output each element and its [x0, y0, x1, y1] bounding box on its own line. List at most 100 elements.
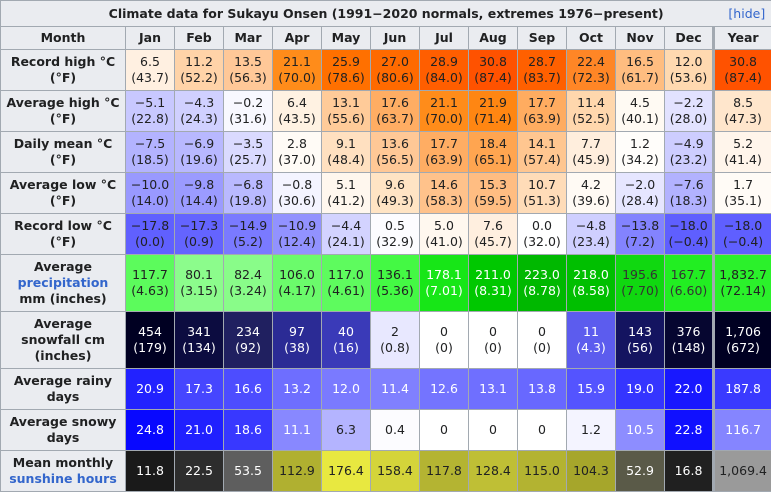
cell-alt-value: (24.3) [180, 111, 218, 126]
cell-value: 24.8 [136, 422, 164, 437]
data-cell: 178.1(7.01) [420, 255, 469, 312]
cell-alt-value: (78.6) [327, 70, 365, 85]
cell-alt-value: (71.4) [474, 111, 512, 126]
cell-value: 28.7 [528, 54, 556, 69]
row-header: Daily mean °C(°F) [1, 132, 126, 173]
cell-value: 18.4 [479, 136, 507, 151]
cell-value: 17.7 [528, 95, 556, 110]
cell-alt-value: (148) [672, 340, 706, 355]
cell-value: 9.6 [385, 177, 405, 192]
cell-alt-value: (8.78) [523, 283, 561, 298]
cell-value: 4.5 [630, 95, 650, 110]
data-cell: 0 [518, 410, 567, 451]
data-cell: −5.1(22.8) [126, 91, 175, 132]
cell-alt-value: (23.2) [670, 152, 708, 167]
cell-value: 218.0 [573, 267, 609, 282]
cell-value: −3.5 [233, 136, 263, 151]
data-cell: 0 [420, 410, 469, 451]
row-label: Average rainy [14, 373, 112, 388]
cell-alt-value: (39.6) [572, 193, 610, 208]
cell-value: 16.5 [626, 54, 654, 69]
data-cell: 167.7(6.60) [665, 255, 714, 312]
cell-alt-value: (59.5) [474, 193, 512, 208]
data-cell: 6.5(43.7) [126, 50, 175, 91]
row-label-link[interactable]: sunshine hours [9, 471, 117, 486]
cell-value: 12.0 [332, 381, 360, 396]
data-cell: 30.8(87.4) [714, 50, 771, 91]
cell-alt-value: (3.24) [229, 283, 267, 298]
cell-value: 18.6 [234, 422, 262, 437]
data-cell: 21.0 [175, 410, 224, 451]
row-label-link[interactable]: precipitation [18, 275, 109, 290]
data-cell: −0.2(31.6) [224, 91, 273, 132]
cell-alt-value: (80.6) [376, 70, 414, 85]
data-cell: 10.7(51.3) [518, 173, 567, 214]
cell-alt-value: (0) [484, 340, 502, 355]
cell-value: 22.0 [675, 381, 703, 396]
cell-value: 25.9 [332, 54, 360, 69]
cell-value: −6.8 [233, 177, 263, 192]
cell-value: 21.9 [479, 95, 507, 110]
cell-value: 16.8 [675, 463, 703, 478]
data-cell: −17.3(0.9) [175, 214, 224, 255]
cell-alt-value: (5.36) [376, 283, 414, 298]
data-cell: 15.3(59.5) [469, 173, 518, 214]
cell-alt-value: (22.8) [131, 111, 169, 126]
cell-alt-value: (25.7) [229, 152, 267, 167]
cell-value: 6.5 [140, 54, 160, 69]
cell-alt-value: (61.7) [621, 70, 659, 85]
data-cell: 12.0(53.6) [665, 50, 714, 91]
cell-value: 52.9 [626, 463, 654, 478]
cell-alt-value: (18.5) [131, 152, 169, 167]
data-cell: −4.9(23.2) [665, 132, 714, 173]
data-cell: 5.2(41.4) [714, 132, 771, 173]
cell-alt-value: (0.8) [380, 340, 410, 355]
data-cell: 8.5(47.3) [714, 91, 771, 132]
data-cell: −18.0(−0.4) [665, 214, 714, 255]
data-cell: 9.1(48.4) [322, 132, 371, 173]
data-cell: 116.7 [714, 410, 771, 451]
row-label: snowfall cm [21, 332, 105, 347]
cell-alt-value: (30.6) [278, 193, 316, 208]
table-row: Record high °C(°F)6.5(43.7)11.2(52.2)13.… [1, 50, 771, 91]
row-label: Average [34, 259, 92, 274]
table-title-cell: Climate data for Sukayu Onsen (1991−2020… [1, 1, 771, 27]
cell-value: 176.4 [328, 463, 364, 478]
column-header: Jun [371, 27, 420, 50]
cell-value: −0.8 [282, 177, 312, 192]
cell-value: 158.4 [377, 463, 413, 478]
data-cell: 2(0.8) [371, 312, 420, 369]
cell-value: −9.8 [184, 177, 214, 192]
cell-alt-value: (0.9) [184, 234, 214, 249]
cell-alt-value: (7.01) [425, 283, 463, 298]
cell-alt-value: (14.4) [180, 193, 218, 208]
data-cell: 211.0(8.31) [469, 255, 518, 312]
cell-alt-value: (40.1) [621, 111, 659, 126]
cell-value: 195.6 [622, 267, 658, 282]
hide-link[interactable]: [hide] [728, 5, 765, 22]
cell-alt-value: (45.7) [474, 234, 512, 249]
row-label: (inches) [35, 348, 92, 363]
cell-value: 17.6 [381, 95, 409, 110]
cell-alt-value: (4.3) [576, 340, 606, 355]
cell-alt-value: (84.0) [425, 70, 463, 85]
cell-value: 13.6 [381, 136, 409, 151]
data-cell: 117.7(4.63) [126, 255, 175, 312]
data-cell: 112.9 [273, 451, 322, 492]
row-label: Average high °C [6, 95, 119, 110]
row-header: Average high °C(°F) [1, 91, 126, 132]
cell-value: 117.7 [132, 267, 168, 282]
data-cell: −4.8(23.4) [567, 214, 616, 255]
cell-value: 117.0 [328, 267, 364, 282]
data-cell: 13.1 [469, 369, 518, 410]
cell-value: 128.4 [475, 463, 511, 478]
data-cell: 21.1(70.0) [273, 50, 322, 91]
cell-value: 16.6 [234, 381, 262, 396]
data-cell: 22.5 [175, 451, 224, 492]
cell-value: 6.3 [336, 422, 356, 437]
data-cell: 5.0(41.0) [420, 214, 469, 255]
